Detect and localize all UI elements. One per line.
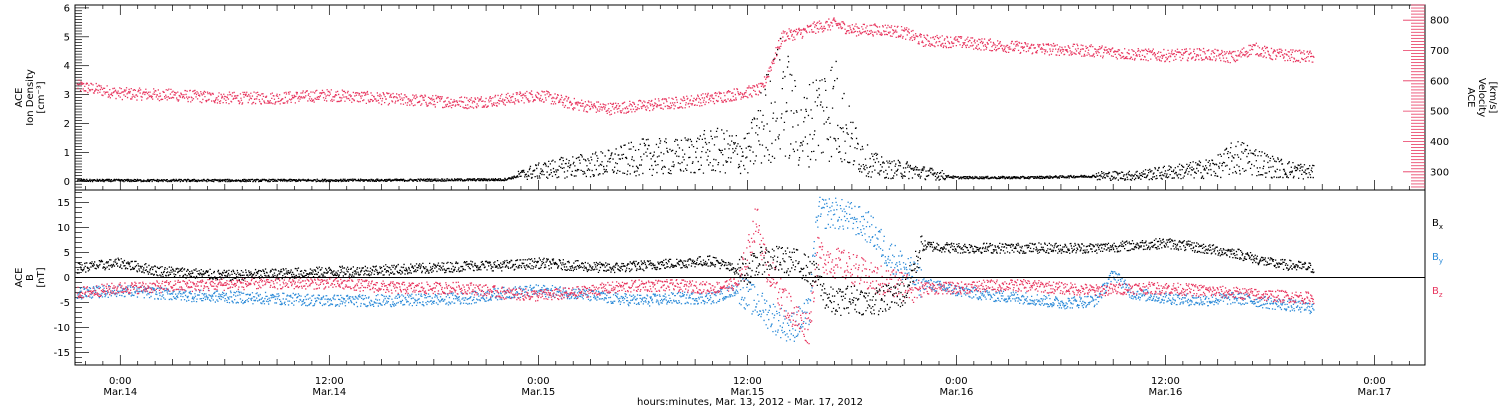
date-tick-label: Mar.16 [1149, 387, 1183, 398]
date-tick-label: Mar.17 [1358, 387, 1392, 398]
b-axis-title-line1: ACE [14, 268, 25, 288]
density-axis-title-line2: Ion Density [25, 69, 36, 126]
legend-bx-subscript: x [1439, 223, 1443, 231]
b-tick-label: 0 [64, 273, 70, 284]
b-tick-label: -5 [60, 298, 70, 309]
density-axis-title-line3: [cm⁻³] [36, 81, 47, 113]
density-tick-label: 1 [64, 148, 70, 159]
time-tick-label: 12:00 [1151, 376, 1180, 387]
velocity-tick-label: 600 [1430, 76, 1449, 87]
density-tick-label: 4 [64, 61, 70, 72]
velocity-tick-label: 500 [1430, 107, 1449, 118]
b-axis-title-line3: [nT] [36, 267, 47, 287]
legend-by: By [1432, 252, 1443, 265]
b-tick-label: 15 [57, 198, 70, 209]
velocity-tick-label: 400 [1430, 137, 1449, 148]
density-axis-title-line1: ACE [14, 88, 25, 108]
time-axis-title: hours:minutes, Mar. 13, 2012 - Mar. 17, … [637, 397, 863, 408]
b-tick-label: 10 [57, 223, 70, 234]
velocity-tick-label: 300 [1430, 167, 1449, 178]
b-axis-title-line2: B [25, 274, 36, 281]
time-tick-label: 12:00 [733, 376, 762, 387]
b-tick-label: -15 [54, 348, 70, 359]
date-tick-label: Mar.14 [312, 387, 346, 398]
density-tick-label: 2 [64, 119, 70, 130]
velocity-tick-label: 800 [1430, 16, 1449, 27]
legend-bz-subscript: z [1439, 291, 1443, 299]
magnetic-field-panel: -15 -10 -5 0 5 10 15 ACE B [nT] Bx By Bz [14, 189, 1443, 366]
legend-bx: Bx [1432, 218, 1443, 231]
time-tick-label: 0:00 [1363, 376, 1385, 387]
density-tick-label: 6 [64, 3, 70, 14]
time-tick-label: 12:00 [315, 376, 344, 387]
magnetic-field-legend: Bx By Bz [1432, 218, 1443, 299]
legend-bz: Bz [1432, 286, 1443, 299]
date-tick-label: Mar.16 [939, 387, 973, 398]
b-tick-label: -10 [54, 323, 70, 334]
time-tick-label: 0:00 [945, 376, 967, 387]
time-tick-label: 0:00 [527, 376, 549, 387]
date-tick-label: Mar.15 [730, 387, 764, 398]
time-tick-label: 0:00 [109, 376, 131, 387]
velocity-axis-title-line3: [km/s] [1487, 82, 1498, 114]
time-axis: 0:00Mar.1412:00Mar.140:00Mar.1512:00Mar.… [85, 5, 1410, 398]
density-tick-label: 3 [64, 90, 70, 101]
legend-by-subscript: y [1439, 257, 1443, 265]
velocity-axis-title-line2: Velocity [1476, 78, 1487, 117]
velocity-axis-ticks: 300 400 500 600 700 800 [1403, 4, 1449, 191]
magnetic-field-axis-ticks: -15 -10 -5 0 5 10 15 [54, 192, 89, 363]
velocity-tick-label: 700 [1430, 46, 1449, 57]
density-tick-label: 5 [64, 32, 70, 43]
velocity-axis-title-line1: ACE [1465, 88, 1476, 108]
density-tick-label: 0 [64, 177, 70, 188]
b-tick-label: 5 [64, 248, 70, 259]
date-tick-label: Mar.15 [521, 387, 555, 398]
date-tick-label: Mar.14 [103, 387, 137, 398]
